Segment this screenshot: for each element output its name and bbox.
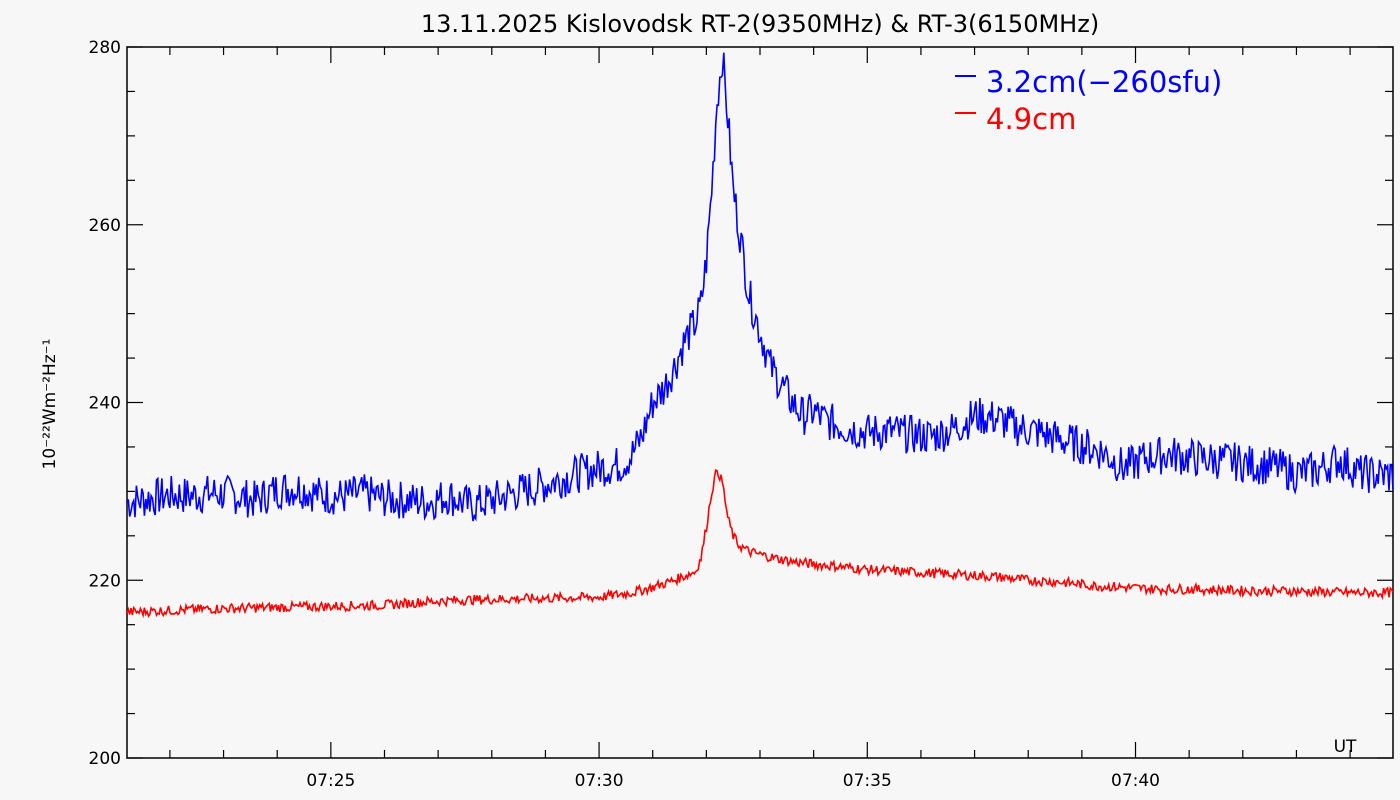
x-tick-label: 07:40 [1111,771,1160,791]
x-tick-label: 07:25 [306,771,355,791]
y-tick-label: 220 [89,571,121,591]
series-line [126,468,1394,619]
series-line [126,52,1394,522]
axis-ticks: 07:25 07:30 07:35 07:40 200 220 240 260 280 [89,38,1393,791]
series-group [126,52,1394,619]
y-tick-label: 260 [89,216,121,236]
legend: 3.2cm(−260sfu)4.9cm [955,65,1222,136]
x-tick-label: 07:30 [575,771,624,791]
x-axis-unit-label: UT [1334,737,1357,757]
y-tick-label: 280 [89,38,121,58]
plot-frame [126,46,1394,759]
x-tick-label: 07:35 [843,771,892,791]
y-axis-label: 10⁻²²Wm⁻²Hz⁻¹ [40,339,60,470]
y-tick-label: 200 [89,749,121,769]
chart-title: 13.11.2025 Kislovodsk RT-2(9350MHz) & RT… [421,10,1099,38]
y-tick-label: 240 [89,394,121,414]
y-axis-label-group: 10⁻²²Wm⁻²Hz⁻¹ [40,339,60,470]
legend-label: 3.2cm(−260sfu) [986,65,1222,99]
legend-label: 4.9cm [986,102,1076,136]
